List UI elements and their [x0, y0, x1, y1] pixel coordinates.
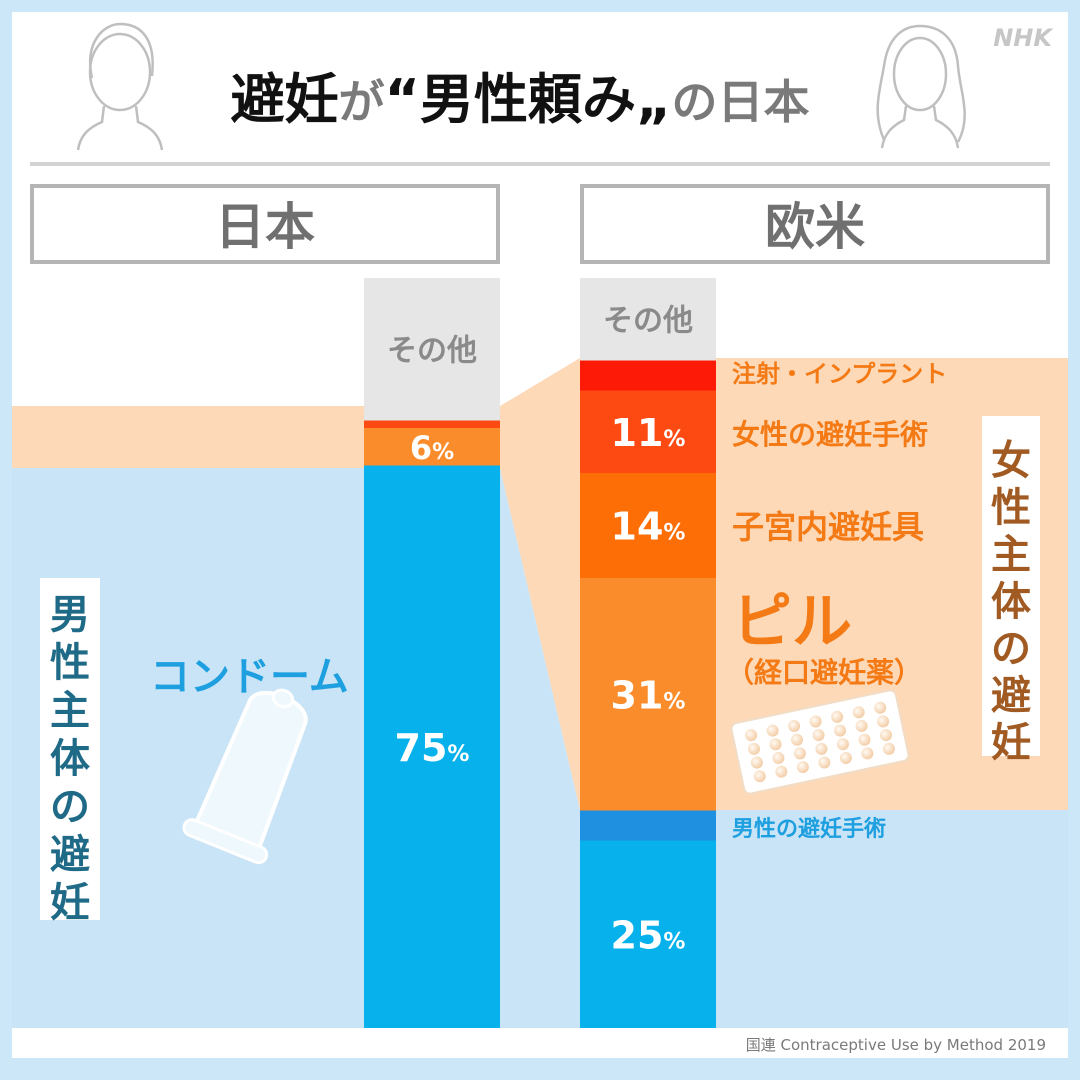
bar-segment-male_sterilization [580, 810, 716, 841]
bar-segment-condom [580, 840, 716, 1028]
bar-label-pill: 31% [611, 673, 686, 717]
pill-dot [839, 751, 852, 764]
title-quote-close: „ [636, 68, 672, 131]
label-pill-sub: （経口避妊薬） [726, 656, 922, 689]
pill-dot [877, 715, 890, 728]
male-side-label: 男性主体の避妊 [50, 592, 90, 926]
pill-dot [834, 724, 847, 737]
bar-segment-pill [580, 578, 716, 811]
bar-japan: 75% 6% その他 [364, 278, 500, 1028]
condom-label: コンドーム [150, 654, 349, 700]
condom-icon [182, 688, 308, 865]
bar-segment-other [580, 278, 716, 361]
pill-dot [772, 751, 785, 764]
bar-segment-female_sterilization [364, 420, 500, 428]
title-part1: 避妊 [231, 68, 339, 131]
pill-dot [750, 756, 763, 769]
bar-label-other: その他 [387, 333, 477, 368]
pill-dots [745, 701, 895, 783]
pill-dot [882, 742, 895, 755]
bar-segment-female_sterilization [580, 390, 716, 473]
pill-dot [796, 761, 809, 774]
pill-dot [809, 715, 822, 728]
bar-label-condom: 75% [395, 726, 470, 770]
pill-dot [836, 738, 849, 751]
pill-dot [861, 747, 874, 760]
pill-dot [874, 701, 887, 714]
pill-dot [791, 733, 804, 746]
pill-dot [858, 733, 871, 746]
title-quote-open: “ [385, 68, 421, 131]
pill-dot [818, 756, 831, 769]
bar-label-iud: 14% [611, 505, 686, 549]
region-box-japan [30, 184, 500, 264]
bar-segment-condom [364, 465, 500, 1028]
title-part3: の日本 [672, 75, 810, 129]
pill-dot [766, 724, 779, 737]
pill-dot [812, 729, 825, 742]
label-iud: 子宮内避妊具 [732, 508, 924, 546]
female-side-label: 女性主体の避妊 [991, 438, 1031, 766]
bar-label-condom: 25% [611, 913, 686, 957]
brand-logo: NHK [993, 24, 1054, 52]
pill-dot [745, 729, 758, 742]
bar-west: 25% 31% 14% 11% その他 [580, 278, 716, 1028]
pill-dot [747, 742, 760, 755]
male-band-middle [500, 468, 580, 1028]
pill-pack-icon [730, 689, 910, 795]
bar-segment-other [364, 278, 500, 421]
label-pill: ピル [732, 587, 852, 657]
pill-dot [855, 720, 868, 733]
bar-segment-female_methods [364, 428, 500, 466]
pill-dot [788, 720, 801, 733]
pill-dot [753, 770, 766, 783]
bar-segment-injection [580, 360, 716, 391]
pill-dot [880, 729, 893, 742]
pill-dot [793, 747, 806, 760]
source-note: 国連 Contraceptive Use by Method 2019 [746, 1036, 1046, 1054]
region-label-west: 欧米 [765, 198, 865, 256]
male-label-box [40, 578, 100, 920]
male-band-right [716, 810, 1068, 1028]
region-box-west [580, 184, 1050, 264]
female-silhouette-icon [876, 24, 966, 149]
female-label-box [982, 416, 1040, 756]
female-band-middle [500, 358, 580, 810]
title-highlight: 男性頼み [420, 68, 636, 131]
page-title: 避妊が“男性頼み„の日本 [231, 68, 810, 131]
region-label-japan: 日本 [215, 198, 315, 256]
label-female-sterilization: 女性の避妊手術 [732, 418, 928, 451]
male-silhouette-icon [76, 22, 164, 151]
pill-dot [775, 765, 788, 778]
bar-label-female_sterilization: 11% [611, 411, 686, 455]
bar-label-other: その他 [603, 303, 693, 338]
bar-label-female_methods: 6% [410, 429, 454, 467]
pill-dot [831, 710, 844, 723]
pill-dot [852, 706, 865, 719]
bar-segment-iud [580, 473, 716, 578]
pill-dot [815, 742, 828, 755]
label-injection-implant: 注射・インプラント [732, 360, 947, 388]
label-male-sterilization: 男性の避妊手術 [732, 816, 886, 842]
pill-dot [769, 738, 782, 751]
title-part2: が [339, 75, 385, 129]
